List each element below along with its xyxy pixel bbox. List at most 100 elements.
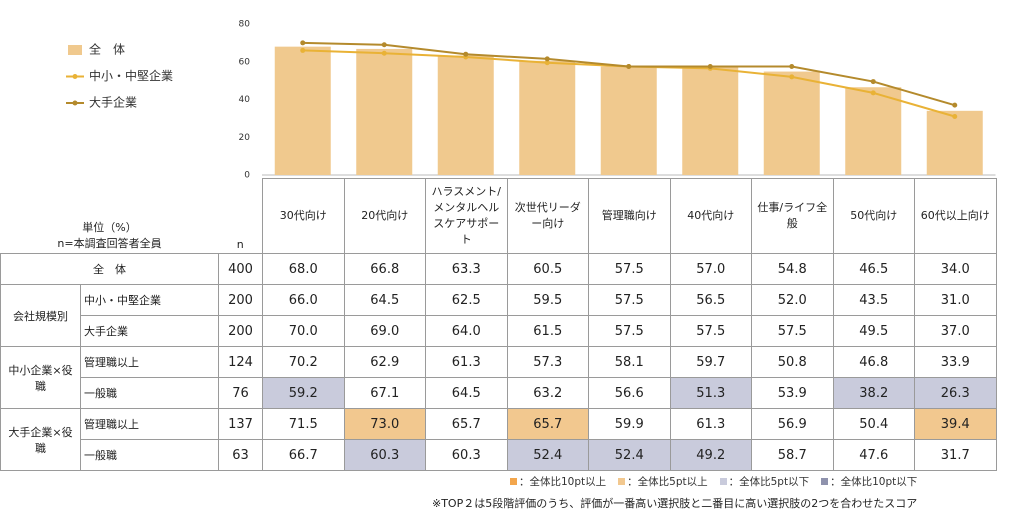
bar xyxy=(519,60,576,175)
unit-label: 単位（%） xyxy=(82,221,137,234)
value-cell: 59.9 xyxy=(588,408,671,440)
line-marker xyxy=(707,63,713,69)
value-cell: 39.4 xyxy=(914,408,997,440)
value-cell: 66.8 xyxy=(343,253,427,285)
value-cell: 64.5 xyxy=(343,284,427,316)
line-marker xyxy=(870,90,876,96)
section-title: 会社規模別 xyxy=(0,284,81,347)
y-tick-label: 0 xyxy=(244,171,250,179)
n-cell: 400 xyxy=(218,253,264,285)
data-row: 大手企業×役職 管理職以上 137 71.5 73.0 65.7 65.7 59.9 61.3 5… xyxy=(0,408,997,471)
value-cell: 57.5 xyxy=(588,284,671,316)
value-cell: 54.8 xyxy=(751,253,834,285)
value-cell: 73.0 xyxy=(343,408,427,440)
legend-text: ：全体比5pt以上 xyxy=(627,476,708,488)
n-header: n xyxy=(218,178,263,254)
value-cell: 64.0 xyxy=(425,315,508,347)
legend-label: 全 体 xyxy=(89,42,125,57)
value-cell: 46.5 xyxy=(832,253,916,285)
value-cell: 70.2 xyxy=(262,346,345,378)
column-header: 30代向け xyxy=(262,178,345,254)
legend-label: 大手企業 xyxy=(89,95,137,110)
line-marker xyxy=(544,60,550,66)
legend-item: ：全体比10pt以下 xyxy=(821,476,917,488)
y-tick-label: 20 xyxy=(239,133,251,143)
row-label: 管理職以上 xyxy=(79,346,220,378)
value-cell: 59.7 xyxy=(669,346,753,378)
value-cell: 43.5 xyxy=(832,284,916,316)
legend-item: ：全体比10pt以上 xyxy=(510,476,606,488)
bar xyxy=(600,66,657,175)
legend-text: ：全体比10pt以下 xyxy=(830,476,918,488)
value-cell: 52.4 xyxy=(506,439,590,471)
value-cell: 58.1 xyxy=(588,346,671,378)
line-marker xyxy=(381,42,387,48)
legend-swatch xyxy=(68,45,82,55)
bar xyxy=(926,110,983,175)
column-header: 20代向け xyxy=(343,178,427,254)
value-cell: 64.5 xyxy=(425,377,508,409)
value-cell: 57.5 xyxy=(588,315,671,347)
value-cell: 60.5 xyxy=(506,253,590,285)
value-cell: 60.3 xyxy=(425,439,508,471)
legend-square xyxy=(821,478,829,485)
value-cell: 34.0 xyxy=(914,253,997,285)
value-cell: 26.3 xyxy=(914,377,997,409)
value-cell: 56.6 xyxy=(588,377,671,409)
value-cell: 71.5 xyxy=(262,408,345,440)
data-row: 一般職 76 59.2 67.1 64.5 63.2 56.6 51.3 53.9 38.2 26.… xyxy=(1,377,997,409)
color-legend: ：全体比10pt以上 ：全体比5pt以上 ：全体比5pt以下 ：全体比10pt以下 xyxy=(510,474,929,489)
value-cell: 31.7 xyxy=(914,439,997,471)
y-tick-label: 40 xyxy=(239,95,251,105)
line-marker xyxy=(870,79,876,85)
value-cell: 31.0 xyxy=(914,284,997,316)
line-marker xyxy=(789,63,795,69)
value-cell: 38.2 xyxy=(832,377,916,409)
value-cell: 66.7 xyxy=(262,439,345,471)
value-cell: 49.5 xyxy=(832,315,916,347)
value-cell: 62.5 xyxy=(425,284,508,316)
row-label: 大手企業 xyxy=(79,315,220,347)
value-cell: 33.9 xyxy=(914,346,997,378)
value-cell: 51.3 xyxy=(669,377,753,409)
value-cell: 50.8 xyxy=(751,346,834,378)
bar xyxy=(763,71,820,175)
bar xyxy=(845,87,902,175)
column-header: 仕事/ライフ全般 xyxy=(751,178,834,254)
value-cell: 66.0 xyxy=(262,284,345,316)
value-cell: 57.5 xyxy=(669,315,753,347)
value-cell: 61.5 xyxy=(506,315,590,347)
column-header: ハラスメント/メンタルヘルスケアサポート xyxy=(425,178,508,254)
y-tick-label: 60 xyxy=(239,57,251,67)
value-cell: 61.3 xyxy=(425,346,508,378)
data-row: 一般職 63 66.7 60.3 60.3 52.4 52.4 49.2 58.7 47.6 31.… xyxy=(1,439,997,471)
unit-cell: 単位（%） n=本調査回答者全員 xyxy=(0,178,219,254)
footnote: ※TOP２は5段階評価のうち、評価が一番高い選択肢と二番目に高い選択肢の2つを合… xyxy=(432,497,918,510)
n-cell: 76 xyxy=(218,377,264,409)
row-label: 中小・中堅企業 xyxy=(79,284,220,316)
value-cell: 67.1 xyxy=(343,377,427,409)
legend-square xyxy=(510,478,517,485)
value-cell: 70.0 xyxy=(262,315,345,347)
row-label: 管理職以上 xyxy=(79,408,220,440)
legend-text: ：全体比5pt以下 xyxy=(728,476,810,488)
value-cell: 50.4 xyxy=(832,408,916,440)
n-description: n=本調査回答者全員 xyxy=(57,237,162,250)
n-cell: 124 xyxy=(218,346,264,378)
legend-item: ：全体比5pt以上 xyxy=(618,476,708,488)
legend-square xyxy=(618,478,626,485)
value-cell: 59.2 xyxy=(262,377,345,409)
line-marker xyxy=(381,50,387,56)
bar xyxy=(356,48,413,175)
column-header: 60代以上向け xyxy=(914,178,997,254)
header-row: 単位（%） n=本調査回答者全員 n 30代向け 20代向け ハラスメント/メンタルヘルス… xyxy=(0,178,997,254)
row-label: 一般職 xyxy=(79,377,220,409)
line-marker xyxy=(789,74,795,80)
section-title: 中小企業×役職 xyxy=(0,346,81,409)
value-cell: 56.5 xyxy=(669,284,753,316)
legend-label: 中小・中堅企業 xyxy=(89,68,173,83)
legend-marker xyxy=(72,100,78,106)
line-marker xyxy=(544,56,550,62)
